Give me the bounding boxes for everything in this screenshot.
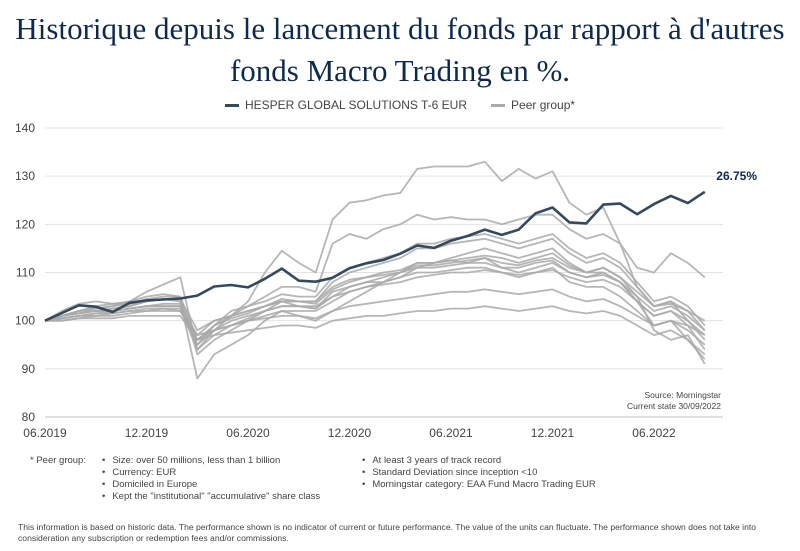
legend-label-peer-group: Peer group* — [511, 98, 576, 112]
peer-criterion: Standard Deviation since inception <10 — [362, 467, 596, 479]
current-state-label: Current state 30/09/2022 — [627, 401, 721, 411]
disclaimer-text: This information is based on historic da… — [18, 522, 757, 543]
chart-title-line-1: Historique depuis le lancement du fonds … — [15, 11, 785, 46]
y-tick-label: 130 — [15, 169, 35, 183]
x-tick-label: 12.2021 — [531, 426, 575, 440]
peer-group-series-line — [44, 247, 706, 380]
legend-item-peer-group: Peer group* — [491, 98, 575, 112]
legend-label-hesper: HESPER GLOBAL SOLUTIONS T-6 EUR — [244, 98, 468, 112]
hesper-line — [44, 190, 706, 322]
y-axis-tick-labels: 80 90 100 110 120 130 140 — [15, 121, 35, 424]
peer-group-series-line — [44, 160, 706, 351]
y-tick-label: 80 — [22, 410, 36, 424]
peer-criterion: Morningstar category: EAA Fund Macro Tra… — [362, 479, 595, 491]
x-tick-label: 12.2020 — [328, 426, 372, 440]
peer-group-series-line — [44, 257, 706, 356]
y-tick-label: 140 — [15, 121, 35, 135]
peer-group-criteria-col1: Size: over 50 millions, less than 1 bill… — [102, 455, 320, 503]
peer-group-series-line — [45, 288, 706, 336]
legend-swatch-hesper — [224, 103, 239, 107]
peer-criterion: Currency: EUR — [102, 467, 320, 479]
peer-criterion: Domiciled in Europe — [102, 479, 320, 491]
peer-group-series-line — [44, 259, 706, 351]
legend-item-hesper: HESPER GLOBAL SOLUTIONS T-6 EUR — [224, 98, 468, 112]
peer-group-series-line — [45, 305, 706, 360]
x-tick-label: 06.2019 — [23, 426, 67, 440]
peer-group-series-line — [44, 252, 706, 341]
peer-criterion: Kept the "institutional" "accumulative" … — [102, 491, 320, 503]
peer-group-criteria-col2: At least 3 years of track record Standar… — [362, 455, 596, 491]
y-tick-label: 110 — [16, 266, 35, 280]
hesper-series-line — [44, 190, 706, 322]
x-tick-label: 12.2019 — [125, 426, 169, 440]
peer-criterion: Size: over 50 millions, less than 1 bill… — [102, 455, 320, 467]
x-tick-label: 06.2021 — [429, 426, 473, 440]
peer-group-series-line — [44, 269, 706, 346]
x-axis-tick-labels: 06.2019 12.2019 06.2020 12.2020 06.2021 12.20… — [23, 426, 676, 440]
peer-group-series-line — [44, 237, 706, 356]
x-tick-label: 06.2022 — [632, 426, 676, 440]
chart-title-line-2: fonds Macro Trading en %. — [229, 53, 571, 88]
y-tick-label: 90 — [22, 362, 36, 376]
chart-title: Historique depuis le lancement du fonds … — [0, 8, 800, 92]
peer-group-lines — [44, 160, 706, 380]
x-tick-label: 06.2020 — [226, 426, 270, 440]
legend-swatch-peer-group — [491, 103, 506, 107]
peer-group-notes-lead: * Peer group: — [30, 455, 86, 466]
performance-line-chart: 80 90 100 110 120 130 140 06.2019 12.2019 06.202… — [15, 121, 757, 440]
chart-legend: HESPER GLOBAL SOLUTIONS T-6 EUR Peer gro… — [0, 98, 800, 112]
end-value-label: 26.75% — [716, 169, 757, 183]
y-tick-label: 120 — [15, 217, 35, 231]
y-tick-label: 100 — [15, 314, 35, 328]
source-label: Source: Morningstar — [644, 390, 721, 400]
peer-criterion: At least 3 years of track record — [362, 455, 596, 467]
